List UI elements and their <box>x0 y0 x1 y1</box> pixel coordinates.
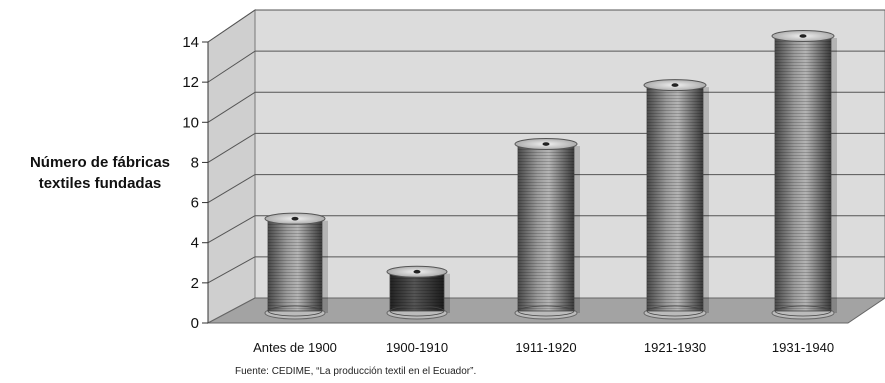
bar-cap-dot <box>291 216 299 221</box>
chart-side-wall <box>207 9 256 324</box>
bar-3 <box>643 79 709 320</box>
gridline-side <box>207 256 256 284</box>
bar-bottom-edge <box>267 305 323 317</box>
y-axis-label-line-1: Número de fábricas <box>29 154 171 171</box>
gridline-side <box>207 91 256 123</box>
y-tick-label: 8 <box>191 154 199 171</box>
bar-ribs <box>775 36 831 311</box>
y-tick-label: 10 <box>182 114 199 131</box>
y-tick-label: 12 <box>182 74 199 91</box>
bar-ribs <box>518 144 574 311</box>
bar-cap-dot <box>799 34 807 38</box>
bars <box>264 30 837 320</box>
y-axis: 0 2 4 6 8 10 12 14 <box>182 34 209 332</box>
y-tick-label: 14 <box>182 34 199 51</box>
y-axis-label: Número de fábricas textiles fundadas <box>0 152 200 194</box>
bar-cap-dot <box>671 83 679 87</box>
x-tick-label: 1921-1930 <box>644 340 706 355</box>
bar-bottom-edge <box>517 305 575 317</box>
source-note: Fuente: CEDIME, “La producción textil en… <box>235 366 477 377</box>
y-tick-label: 4 <box>191 235 199 252</box>
bar-4 <box>771 30 837 320</box>
y-tick-label: 6 <box>191 195 199 212</box>
x-tick-label: 1931-1940 <box>772 340 834 355</box>
bar-cap-dot <box>542 142 550 146</box>
y-tick-label: 0 <box>191 315 199 332</box>
x-tick-label: 1911-1920 <box>515 340 576 355</box>
bar-bottom-edge <box>389 305 445 317</box>
x-tick-labels: Antes de 1900 1900-1910 1911-1920 1921-1930… <box>253 340 834 355</box>
bar-cap-dot <box>413 269 421 274</box>
bar-1 <box>386 265 450 320</box>
gridline-side <box>207 133 256 163</box>
gridline-side <box>207 50 256 83</box>
x-tick-label: Antes de 1900 <box>253 340 337 355</box>
gridline-side <box>207 9 256 43</box>
bar-bottom-edge <box>646 305 704 317</box>
gridline-side <box>207 215 256 244</box>
gridline-side <box>207 174 256 204</box>
bar-2 <box>514 138 580 320</box>
bar-ribs <box>390 271 444 311</box>
x-tick-label: 1900-1910 <box>386 340 448 355</box>
bar-ribs <box>268 218 322 311</box>
y-tick-label: 2 <box>191 275 199 292</box>
bar-ribs <box>647 85 703 311</box>
bar-0 <box>264 212 328 320</box>
bar-bottom-edge <box>774 305 832 317</box>
y-axis-label-line-2: textiles fundadas <box>38 175 162 192</box>
